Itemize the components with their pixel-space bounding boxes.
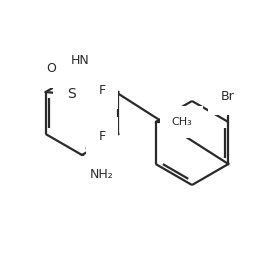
Text: NH₂: NH₂ xyxy=(90,169,114,181)
Text: CH₃: CH₃ xyxy=(171,117,192,127)
Text: F: F xyxy=(99,129,106,143)
Text: O: O xyxy=(95,82,104,96)
Text: F: F xyxy=(99,84,106,97)
Text: S: S xyxy=(67,87,76,101)
Text: Br: Br xyxy=(221,90,234,103)
Text: HN: HN xyxy=(70,54,89,67)
Text: O: O xyxy=(47,62,56,75)
